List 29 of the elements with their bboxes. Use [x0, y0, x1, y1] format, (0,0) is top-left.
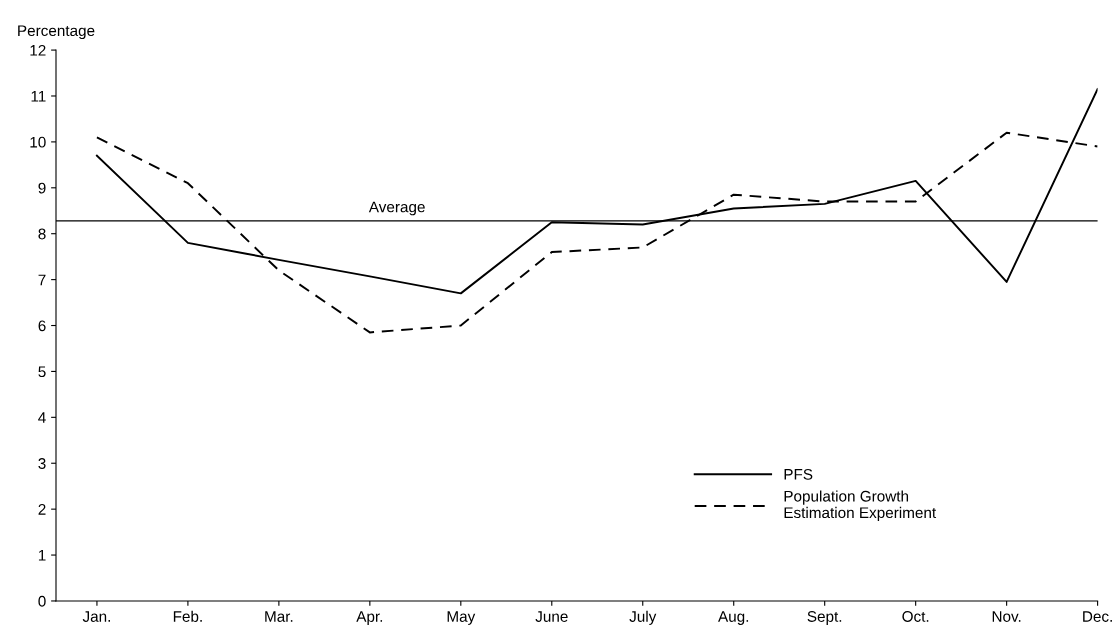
y-tick-label: 9	[38, 182, 46, 194]
y-tick-label: 10	[30, 136, 46, 148]
x-tick-label: Sept.	[807, 611, 842, 625]
x-tick-label: Dec.	[1083, 611, 1112, 622]
x-tick-label: July	[629, 610, 657, 625]
x-tick-label: Jan.	[82, 611, 110, 622]
y-axis-title: Percentage	[18, 25, 95, 40]
y-tick-label: 3	[38, 458, 46, 469]
y-tick-label: 1	[38, 550, 46, 561]
y-tick-label: 6	[38, 320, 46, 332]
x-tick-label: Nov.	[992, 611, 1021, 622]
y-tick-label: 5	[38, 366, 46, 378]
y-tick-label: 2	[38, 504, 46, 515]
y-tick-label: 12	[30, 44, 46, 56]
y-tick-label: 8	[38, 228, 46, 240]
x-tick-label: Oct.	[902, 611, 929, 622]
y-tick-label: 7	[38, 274, 46, 286]
x-tick-label: Feb.	[173, 610, 202, 622]
x-tick-label: Apr.	[356, 611, 383, 625]
y-tick-label: 4	[38, 412, 46, 423]
y-tick-label: 11	[31, 91, 46, 102]
x-tick-label: June	[535, 611, 568, 622]
y-tick-label: 0	[38, 595, 46, 607]
legend-label: Population Growth Estimation Experiment	[784, 490, 937, 522]
legend-label: PFS	[784, 468, 813, 480]
ref-line-label: Average	[368, 201, 425, 216]
x-tick-label: Mar.	[265, 611, 293, 622]
x-tick-label: May	[447, 611, 476, 625]
x-tick-label: Aug.	[718, 611, 749, 625]
